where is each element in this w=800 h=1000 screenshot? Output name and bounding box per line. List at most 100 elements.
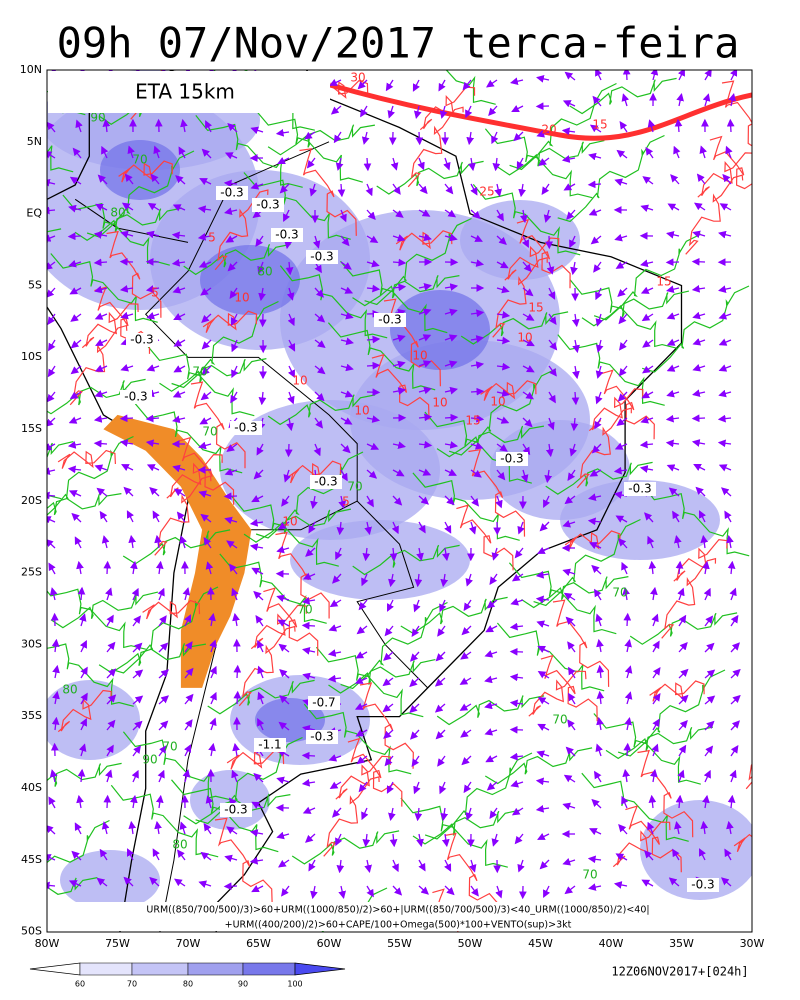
wind-arrow <box>74 536 82 549</box>
wind-arrow <box>640 416 654 424</box>
contour <box>733 833 752 853</box>
wind-arrow <box>392 334 406 343</box>
wind-arrow <box>48 796 56 809</box>
wind-arrow <box>444 441 459 449</box>
wind-arrow <box>718 285 732 293</box>
contour <box>291 830 400 865</box>
wind-arrow <box>444 283 459 291</box>
wind-arrow <box>418 183 428 195</box>
wind-arrow <box>522 443 531 456</box>
wind-arrow <box>67 441 82 449</box>
wind-arrow <box>484 701 498 710</box>
wind-arrow <box>327 649 342 657</box>
wind-arrow <box>257 665 265 679</box>
cape-label: 10 <box>282 515 297 529</box>
wind-arrow <box>70 339 82 349</box>
wind-arrow <box>486 599 498 609</box>
wind-arrow <box>149 876 160 887</box>
wind-arrow <box>250 182 264 190</box>
wind-arrow <box>364 859 372 873</box>
plot-layers: -0.3 -0.3 -0.3 -0.3 -0.3 -0.3 -0.3 -0.3 -0.3 -0.3… <box>47 70 752 932</box>
contour <box>263 587 319 656</box>
wind-arrow <box>495 495 503 509</box>
wind-arrow <box>466 131 475 146</box>
wind-arrow <box>418 386 432 395</box>
wind-arrow <box>470 414 485 423</box>
wind-arrow <box>172 415 186 424</box>
wind-arrow <box>647 821 655 835</box>
wind-arrow <box>622 768 631 783</box>
wind-arrow <box>361 131 370 145</box>
wind-arrow <box>366 235 379 243</box>
wind-arrow <box>587 855 602 864</box>
wind-arrow <box>718 312 732 320</box>
wind-arrow <box>392 495 403 506</box>
wind-arrow <box>444 521 452 534</box>
wind-arrow <box>102 118 111 133</box>
wind-arrow <box>47 443 56 451</box>
wind-arrow <box>522 339 535 347</box>
wind-arrow <box>437 755 446 767</box>
wind-arrow <box>253 590 264 601</box>
wind-arrow <box>77 768 86 783</box>
wind-arrow <box>132 615 141 627</box>
wind-arrow <box>392 441 406 449</box>
wind-arrow <box>47 417 56 427</box>
wind-arrow <box>588 883 602 891</box>
wind-arrow <box>592 95 602 107</box>
wind-arrow <box>362 547 371 562</box>
wind-arrow <box>119 414 134 423</box>
cape-label: 30 <box>350 71 365 85</box>
wind-arrow <box>444 386 458 395</box>
wind-arrow <box>119 285 134 293</box>
wind-arrow <box>418 233 432 242</box>
wind-arrow <box>536 130 550 138</box>
wind-arrow <box>470 469 482 478</box>
wind-arrow <box>676 93 684 107</box>
wind-arrow <box>613 466 628 475</box>
wind-arrow <box>287 313 295 327</box>
wind-arrow <box>619 121 628 133</box>
wind-arrow <box>521 235 529 248</box>
wind-arrow <box>494 183 502 197</box>
omega-label: -0.3 <box>310 730 333 744</box>
omega-label: -0.3 <box>234 421 257 435</box>
wind-arrow <box>703 769 711 783</box>
wind-arrow <box>365 183 373 197</box>
wind-arrow <box>158 642 169 653</box>
wind-arrow <box>694 202 706 211</box>
wind-arrow <box>340 443 351 454</box>
wind-arrow <box>595 613 603 627</box>
wind-arrow <box>74 822 82 835</box>
label-bg <box>496 452 528 466</box>
wind-arrow <box>172 464 186 473</box>
wind-arrow <box>718 338 732 346</box>
wind-arrow <box>666 338 680 346</box>
label-bg <box>120 390 152 404</box>
wind-arrow <box>96 877 108 887</box>
wind-arrow <box>615 853 628 861</box>
contour <box>472 184 581 256</box>
wind-arrow <box>666 312 680 320</box>
wind-arrow <box>69 391 82 400</box>
wind-arrow <box>366 469 378 479</box>
wind-arrow <box>363 157 372 172</box>
wind-arrow <box>666 464 680 472</box>
label-bg <box>254 738 286 752</box>
contour <box>340 601 448 690</box>
wind-arrow <box>468 157 476 172</box>
wind-arrow <box>131 587 139 601</box>
wind-arrow <box>616 417 628 426</box>
wind-arrow <box>594 770 602 783</box>
contour <box>436 425 545 458</box>
contour <box>47 819 110 864</box>
wind-arrow <box>153 145 161 159</box>
contour <box>685 174 744 255</box>
wind-arrow <box>444 233 458 242</box>
wind-arrow <box>94 390 108 398</box>
wind-arrow <box>354 676 368 684</box>
wind-arrow <box>417 157 425 171</box>
wind-arrow <box>672 848 680 861</box>
wind-arrow <box>666 389 680 398</box>
wind-arrow <box>418 283 432 291</box>
